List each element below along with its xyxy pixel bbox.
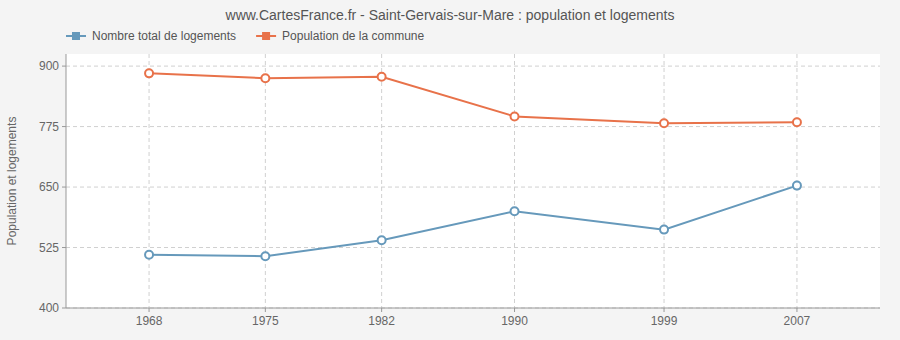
series	[145, 182, 801, 261]
point	[378, 73, 386, 81]
y-tick-label: 400	[39, 301, 59, 315]
point	[261, 252, 269, 260]
legend-swatch	[262, 32, 270, 40]
title: www.CartesFrance.fr - Saint-Gervais-sur-…	[225, 7, 675, 23]
x-tick-label: 1999	[651, 314, 678, 328]
grid-line-x	[381, 54, 382, 308]
x-axis-line	[66, 308, 880, 309]
grid-line-x	[664, 54, 665, 308]
page: {"chart_data": {"type": "line", "title":…	[0, 0, 900, 340]
ticks: 1968 1975 1982 1990 1999 2007 400 525 650 775 900	[39, 59, 811, 328]
x-tick	[381, 308, 382, 312]
y-tick	[62, 126, 66, 127]
grid	[66, 54, 880, 308]
point	[511, 207, 519, 215]
legend-swatch	[72, 32, 80, 40]
point	[793, 182, 801, 190]
legend-item: Population de la commune	[256, 29, 424, 43]
chart-container: www.CartesFrance.fr - Saint-Gervais-sur-…	[0, 0, 900, 340]
point	[511, 112, 519, 120]
point	[261, 74, 269, 82]
plot-area	[66, 54, 880, 308]
x-tick-label: 1982	[368, 314, 395, 328]
x-tick-label: 2007	[784, 314, 811, 328]
point	[145, 69, 153, 77]
y-axis-label: Population et logements	[5, 117, 19, 246]
y-tick	[62, 247, 66, 248]
point	[793, 118, 801, 126]
x-tick-label: 1990	[501, 314, 528, 328]
y-tick-label: 525	[39, 241, 59, 255]
grid-line-x	[514, 54, 515, 308]
point	[660, 119, 668, 127]
chart: www.CartesFrance.fr - Saint-Gervais-sur-…	[0, 0, 900, 340]
x-tick	[796, 308, 797, 312]
y-tick	[62, 308, 66, 309]
x-tick-label: 1975	[252, 314, 279, 328]
background	[0, 0, 900, 340]
x-tick	[514, 308, 515, 312]
legend-item: Nombre total de logements	[66, 29, 236, 43]
line	[149, 73, 797, 123]
grid-line-x	[149, 54, 150, 308]
legend: Nombre total de logements Population de l…	[66, 29, 424, 43]
grid-line-y	[66, 308, 880, 309]
x-tick-label: 1968	[136, 314, 163, 328]
grid-line-y	[66, 247, 880, 248]
data	[145, 69, 801, 260]
x-tick	[664, 308, 665, 312]
legend-label: Population de la commune	[282, 29, 424, 43]
grid-line-y	[66, 66, 880, 67]
grid-line-y	[66, 126, 880, 127]
y-tick-label: 900	[39, 59, 59, 73]
x-tick	[265, 308, 266, 312]
y-tick	[62, 187, 66, 188]
point	[378, 236, 386, 244]
x-tick	[149, 308, 150, 312]
y-tick-label: 775	[39, 120, 59, 134]
line	[149, 186, 797, 257]
y-tick	[62, 66, 66, 67]
y-axis-line	[66, 54, 67, 308]
point	[145, 251, 153, 259]
grid-line-x	[265, 54, 266, 308]
legend-label: Nombre total de logements	[92, 29, 236, 43]
grid-line-y	[66, 187, 880, 188]
point	[660, 226, 668, 234]
y-tick-label: 650	[39, 180, 59, 194]
series	[145, 69, 801, 127]
